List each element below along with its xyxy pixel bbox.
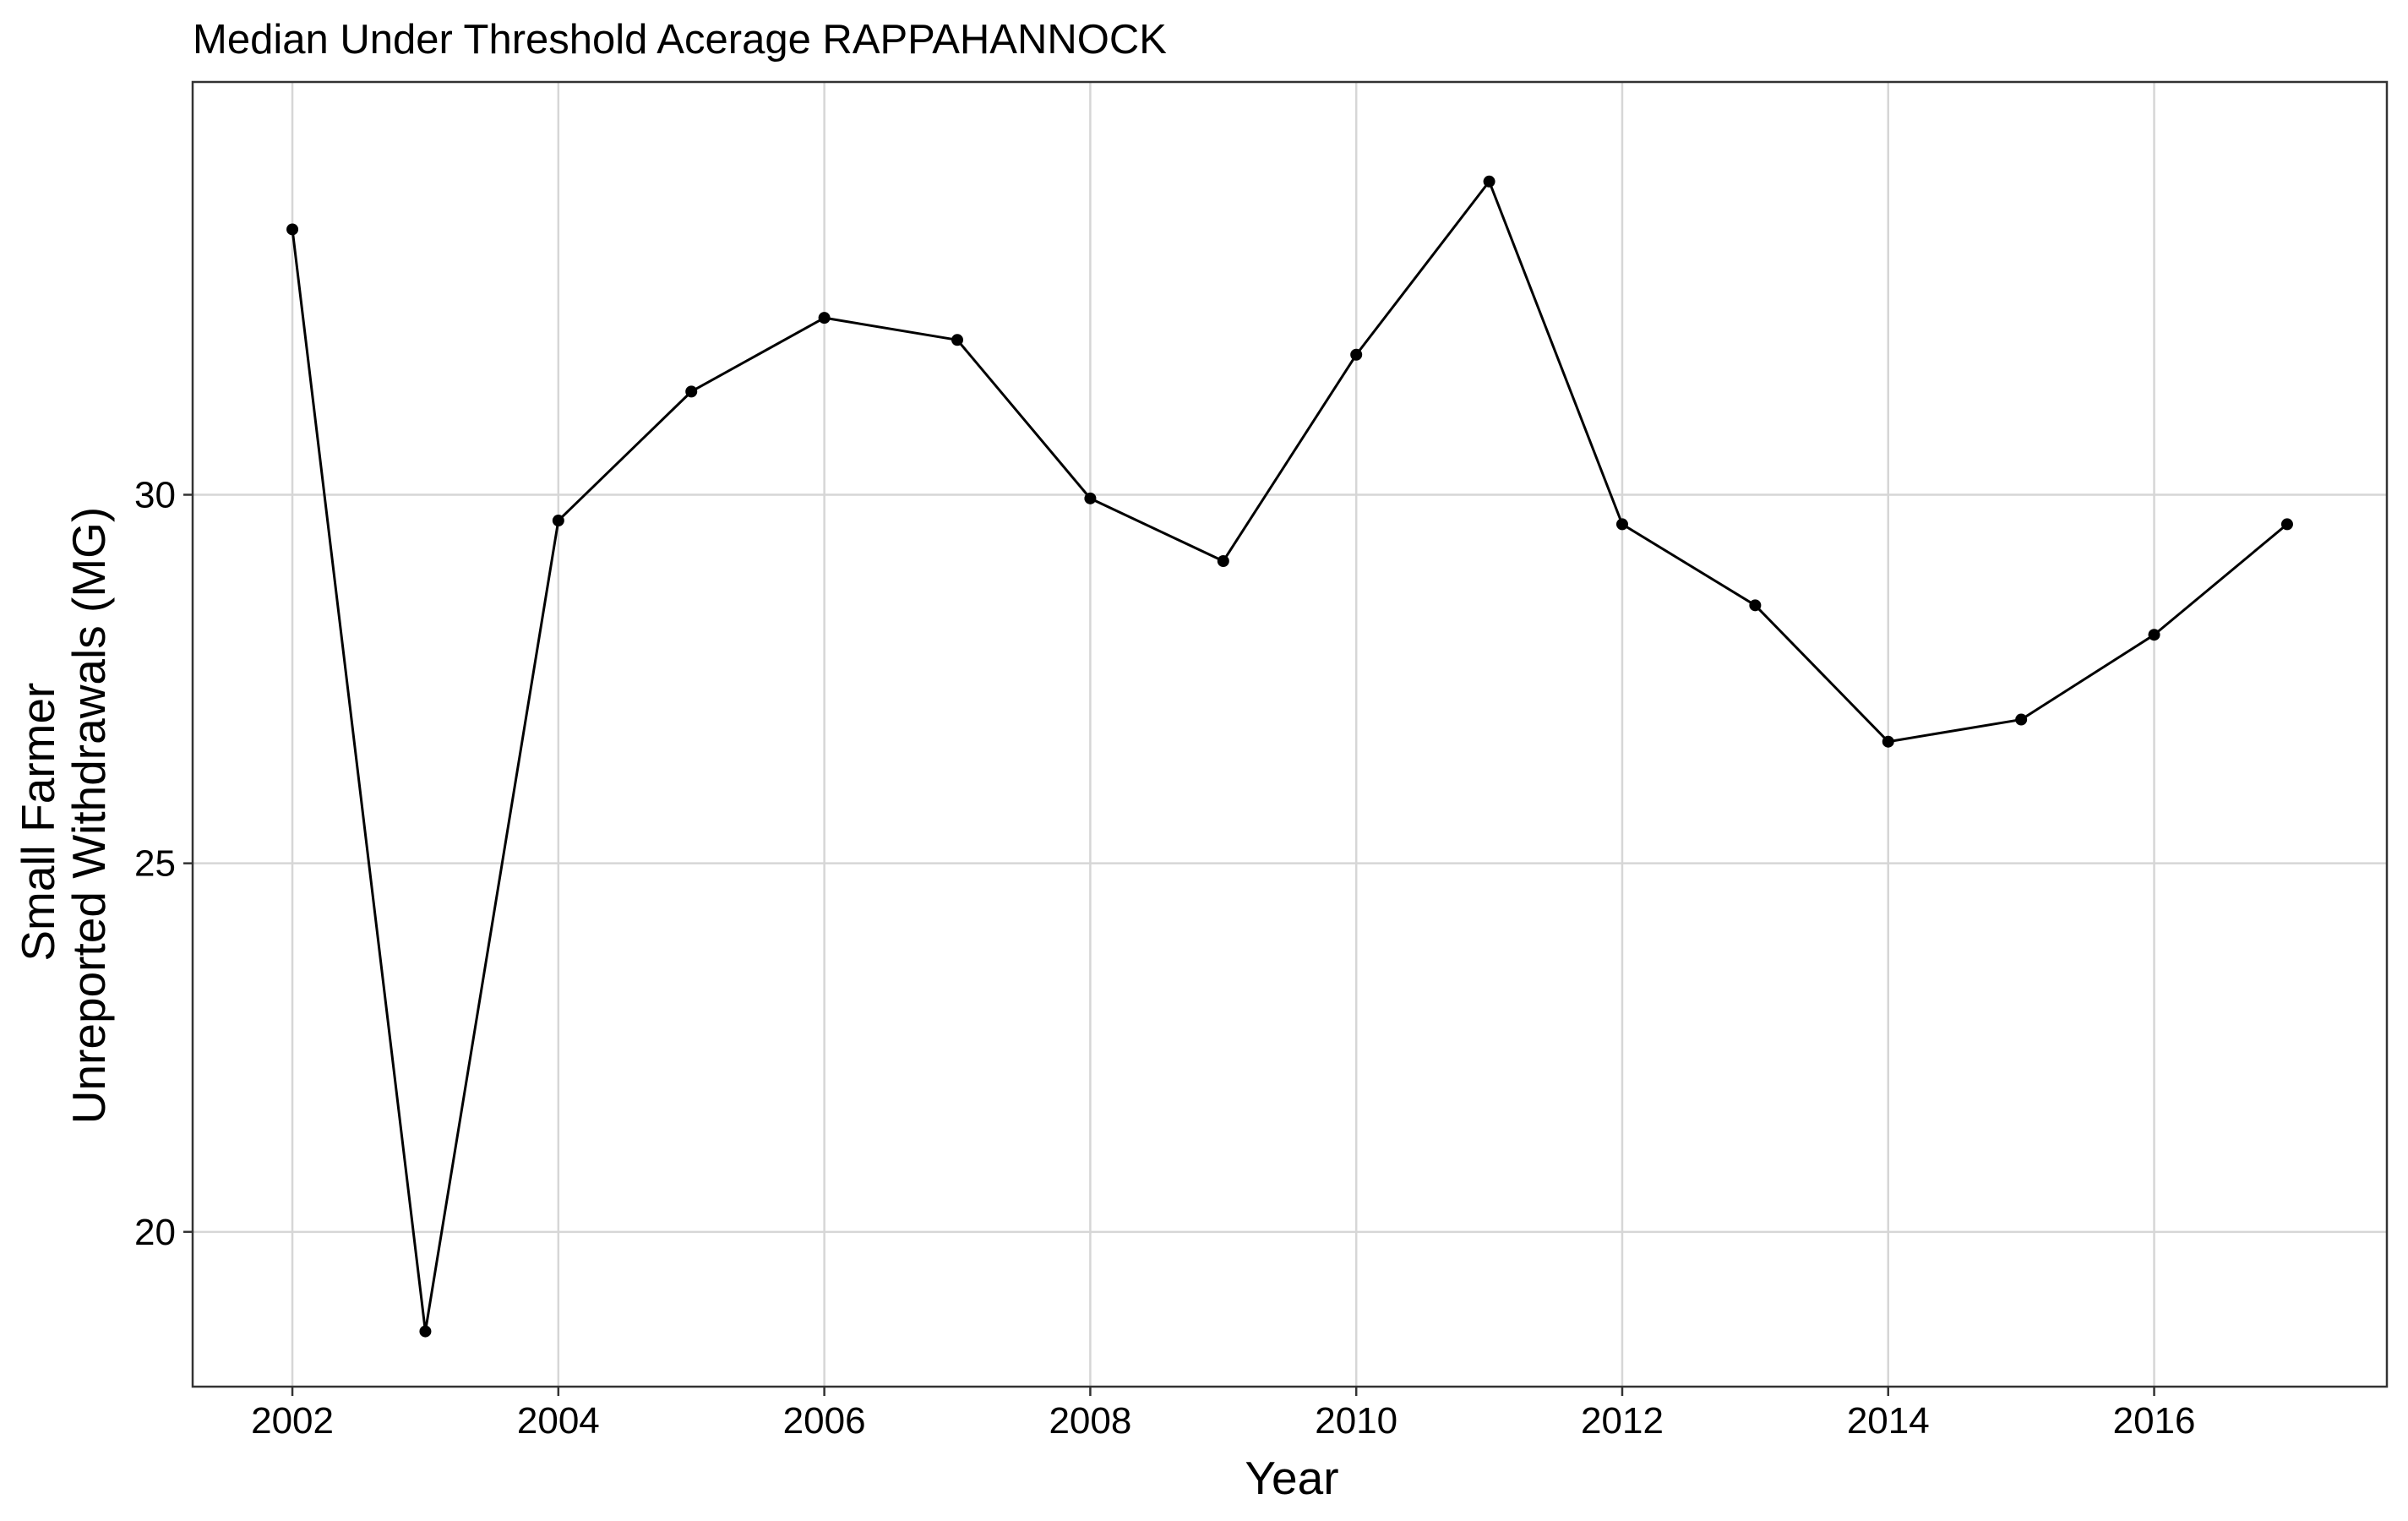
y-tick-label: 25	[134, 843, 176, 885]
data-point	[1882, 735, 1894, 748]
data-point	[818, 312, 831, 324]
data-point	[685, 385, 698, 398]
x-axis-ticks: 2002 2004 2006 2008 2010 2012 2014 2016	[251, 1387, 2196, 1442]
grid-lines	[193, 82, 2387, 1387]
data-point	[1483, 175, 1495, 188]
data-point	[2015, 713, 2028, 726]
y-tick-label: 20	[134, 1212, 176, 1253]
data-point	[419, 1325, 432, 1338]
x-tick-label: 2002	[251, 1400, 334, 1442]
data-point	[951, 334, 964, 346]
x-tick-label: 2004	[517, 1400, 600, 1442]
y-axis-title: Small Farmer Unreported Withdrawals (MG)	[12, 507, 115, 1124]
x-tick-label: 2016	[2113, 1400, 2196, 1442]
data-point	[286, 223, 299, 236]
y-tick-label: 30	[134, 474, 176, 515]
x-axis-title: Year	[1245, 1452, 1338, 1504]
x-tick-label: 2010	[1315, 1400, 1397, 1442]
series-line	[291, 180, 2288, 1333]
x-tick-label: 2012	[1581, 1400, 1664, 1442]
data-point	[2280, 518, 2293, 531]
data-point	[1615, 518, 1628, 531]
data-points	[286, 175, 2293, 1338]
series-line-layer	[291, 180, 2288, 1333]
data-point	[1084, 492, 1097, 504]
x-tick-label: 2006	[783, 1400, 866, 1442]
x-tick-label: 2014	[1847, 1400, 1930, 1442]
x-tick-label: 2008	[1049, 1400, 1131, 1442]
data-point	[1749, 599, 1762, 612]
y-axis-ticks: 20 25 30	[134, 474, 193, 1253]
y-axis-title-line-1: Small Farmer	[12, 683, 64, 962]
chart-title: Median Under Threshold Acerage RAPPAHANN…	[193, 17, 1167, 63]
plot-panel-border	[191, 80, 2389, 1388]
data-point	[2148, 629, 2160, 641]
data-point	[552, 515, 564, 527]
data-point	[1350, 348, 1363, 361]
data-point	[1217, 555, 1229, 568]
y-axis-title-line-2: Unreported Withdrawals (MG)	[63, 507, 115, 1124]
